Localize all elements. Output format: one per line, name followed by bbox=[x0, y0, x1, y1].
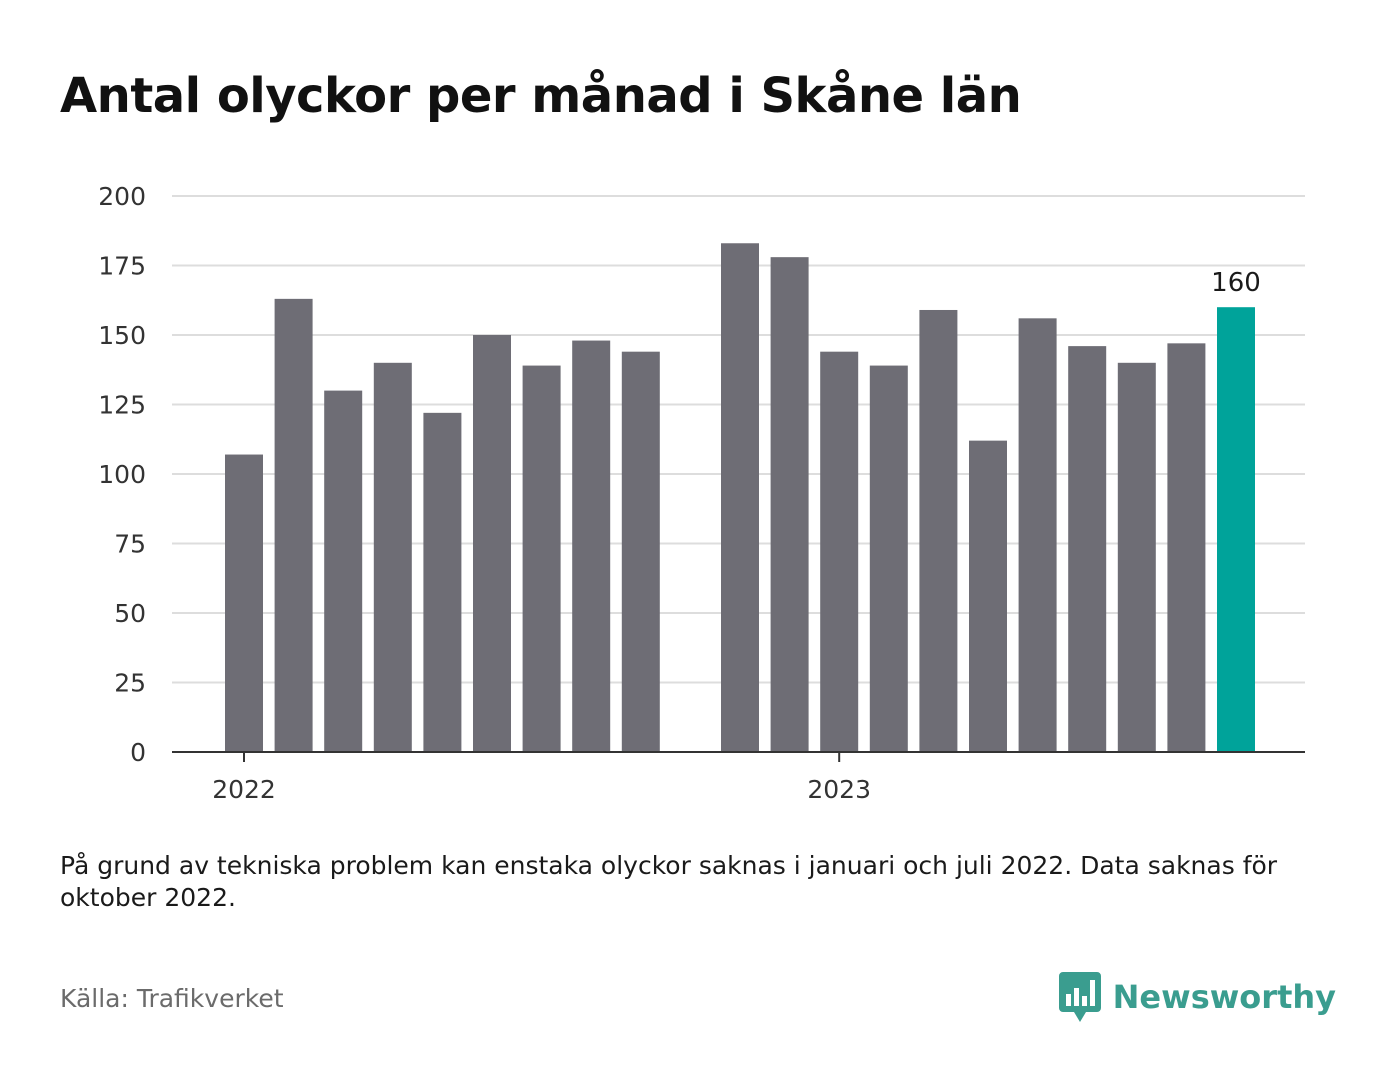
x-tick-label: 2023 bbox=[807, 775, 871, 804]
y-tick-label: 100 bbox=[98, 460, 146, 489]
data-label: 160 bbox=[1211, 268, 1261, 298]
data-labels: 160 bbox=[1211, 268, 1261, 298]
bar bbox=[770, 257, 809, 752]
bar bbox=[324, 390, 363, 752]
bar bbox=[572, 340, 611, 752]
y-tick-label: 200 bbox=[98, 182, 146, 211]
y-axis-tick-labels: 0 25 50 75 100 125 150 175 200 bbox=[98, 182, 146, 767]
bar bbox=[274, 298, 313, 752]
source-credit: Källa: Trafikverket bbox=[60, 984, 284, 1013]
bar bbox=[1117, 362, 1156, 752]
brand-logo: Newsworthy bbox=[1058, 972, 1336, 1022]
newsworthy-logo-icon bbox=[1058, 972, 1101, 1022]
bar-chart: 0 25 50 75 100 125 150 175 200 160 2022 2023 bbox=[98, 182, 1305, 804]
x-axis-tick-labels: 2022 2023 bbox=[212, 775, 871, 804]
bar bbox=[522, 365, 561, 752]
bar bbox=[473, 335, 511, 752]
bar bbox=[373, 362, 412, 752]
y-tick-label: 125 bbox=[98, 391, 146, 420]
y-tick-label: 150 bbox=[98, 321, 146, 350]
x-tick-label: 2022 bbox=[212, 775, 276, 804]
bar bbox=[1018, 318, 1057, 752]
x-axis bbox=[172, 751, 1305, 762]
chart-title: Antal olyckor per månad i Skåne län bbox=[60, 68, 1022, 124]
brand-name: Newsworthy bbox=[1112, 978, 1336, 1016]
chart-footnote: På grund av tekniska problem kan enstaka… bbox=[60, 851, 1278, 912]
bar bbox=[423, 412, 462, 752]
bar bbox=[919, 309, 958, 752]
bar bbox=[1068, 346, 1107, 752]
bar bbox=[869, 365, 908, 752]
bar bbox=[1217, 307, 1255, 752]
y-tick-label: 50 bbox=[114, 599, 146, 628]
y-tick-label: 0 bbox=[130, 738, 146, 767]
bar bbox=[621, 351, 660, 752]
bar bbox=[721, 243, 759, 752]
bar bbox=[820, 351, 859, 752]
bar bbox=[225, 454, 263, 752]
bars bbox=[225, 243, 1255, 752]
y-tick-label: 175 bbox=[98, 252, 146, 281]
y-tick-label: 75 bbox=[114, 530, 146, 559]
y-tick-label: 25 bbox=[114, 669, 146, 698]
bar bbox=[969, 440, 1007, 752]
bar bbox=[1167, 343, 1206, 752]
